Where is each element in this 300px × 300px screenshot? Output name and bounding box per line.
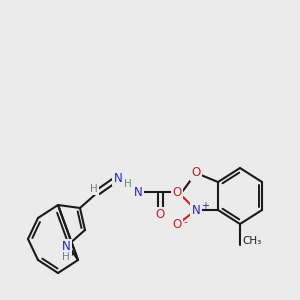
Text: H: H bbox=[62, 252, 70, 262]
Text: N: N bbox=[192, 203, 200, 217]
Text: CH₃: CH₃ bbox=[242, 236, 261, 246]
Text: -: - bbox=[183, 217, 187, 227]
Text: N: N bbox=[61, 241, 70, 254]
Text: O: O bbox=[172, 218, 182, 230]
Text: H: H bbox=[90, 184, 98, 194]
Text: N: N bbox=[114, 172, 122, 184]
Text: O: O bbox=[155, 208, 165, 221]
Text: H: H bbox=[124, 179, 132, 189]
Text: N: N bbox=[134, 185, 142, 199]
Text: O: O bbox=[172, 185, 182, 199]
Text: +: + bbox=[201, 201, 209, 211]
Text: O: O bbox=[191, 167, 201, 179]
